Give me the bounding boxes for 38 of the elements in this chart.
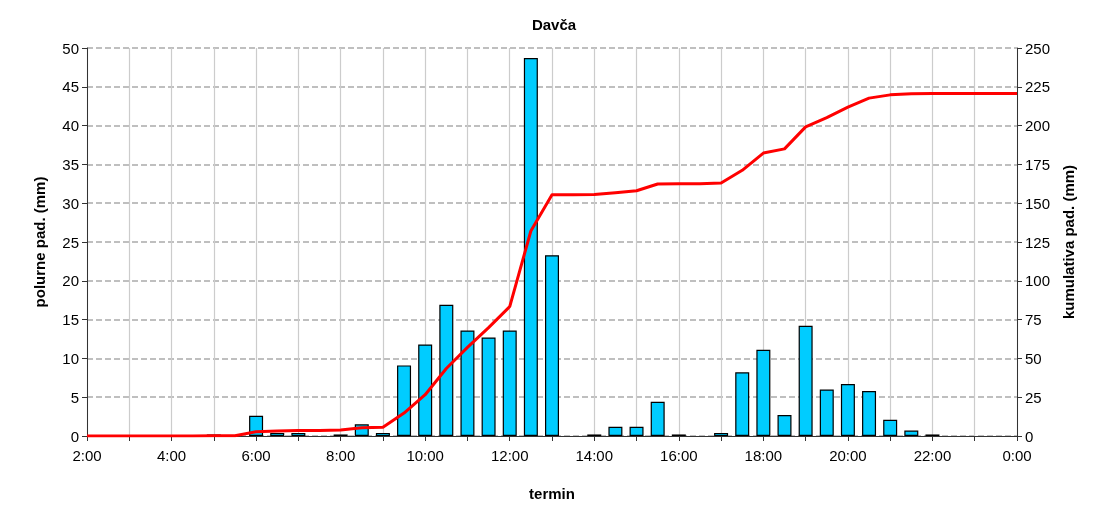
y-axis-title: polurne pad. (mm) [31, 176, 48, 308]
x-axis-title: termin [529, 485, 575, 502]
y2-tick-label: 150 [1025, 194, 1051, 212]
y2-tick-label: 50 [1025, 349, 1042, 367]
y2-tick-label: 250 [1025, 39, 1051, 57]
y2-tick-label: 25 [1025, 388, 1042, 406]
x-tick-label: 6:00 [241, 447, 271, 464]
x-tick-label: 18:00 [744, 447, 783, 464]
x-tick-label: 14:00 [575, 447, 614, 464]
y2-tick-label: 100 [1025, 272, 1051, 290]
y-tick-label: 10 [62, 349, 79, 367]
y-tick-label: 15 [62, 311, 79, 329]
x-tick-label: 16:00 [660, 447, 698, 464]
y-tick-label: 45 [62, 78, 79, 96]
x-tick-label: 10:00 [406, 447, 444, 464]
y-tick-label: 35 [62, 155, 79, 173]
y2-tick-label: 200 [1025, 117, 1051, 135]
y-tick-label: 30 [62, 194, 79, 212]
x-tick-label: 22:00 [913, 447, 952, 464]
y-tick-label: 20 [62, 272, 79, 290]
x-tick-label: 8:00 [326, 447, 356, 464]
y-tick-label: 5 [70, 388, 79, 406]
y-tick-label: 40 [62, 117, 79, 135]
x-tick-label: 20:00 [829, 447, 867, 464]
y-tick-label: 50 [62, 39, 79, 57]
x-tick-label: 0:00 [1002, 447, 1032, 464]
x-tick-label: 2:00 [72, 447, 102, 464]
y-tick-label: 0 [70, 427, 79, 445]
y2-tick-label: 125 [1025, 233, 1051, 251]
y2-tick-label: 0 [1025, 427, 1034, 445]
y2-tick-label: 175 [1025, 155, 1051, 173]
x-tick-label: 12:00 [490, 447, 529, 464]
y2-tick-label: 225 [1025, 78, 1051, 96]
x-tick-label: 4:00 [156, 447, 187, 464]
y2-axis-title: kumulativa pad. (mm) [1059, 164, 1077, 320]
chart-title: Davča [531, 16, 577, 33]
y2-tick-label: 75 [1025, 311, 1042, 329]
y-tick-label: 25 [62, 233, 79, 251]
